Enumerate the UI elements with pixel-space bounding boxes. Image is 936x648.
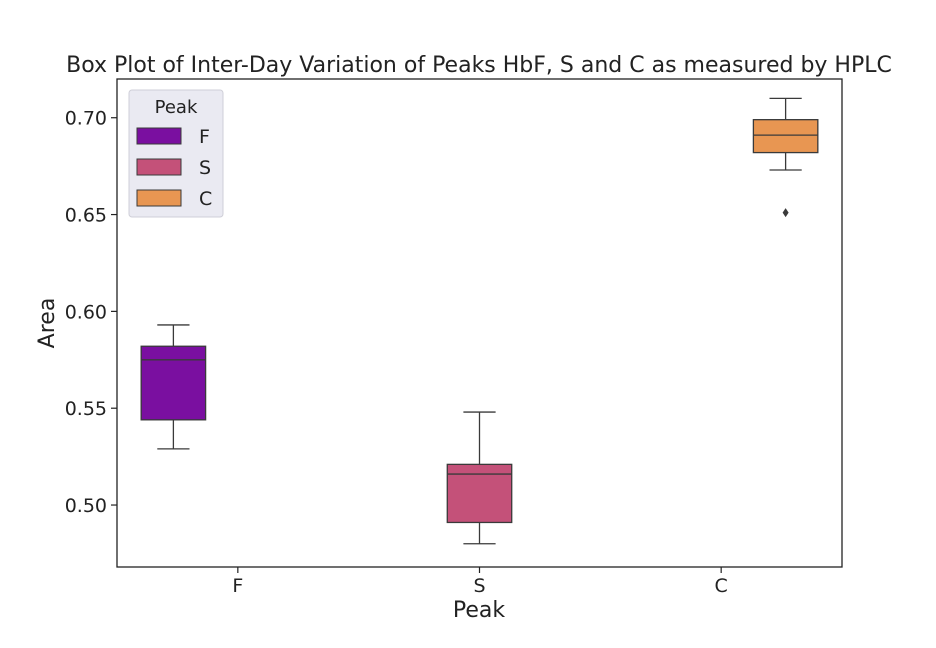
y-tick-label: 0.50 [65,495,107,517]
y-tick-label: 0.70 [65,108,107,130]
x-tick-label: S [473,575,485,597]
chart-title: Box Plot of Inter-Day Variation of Peaks… [66,53,892,78]
legend-label-c: C [199,188,212,210]
x-axis-label: Peak [453,598,505,623]
box-iqr [140,345,207,421]
y-axis-label: Area [35,298,60,349]
outlier-point [782,208,789,218]
legend-items: FSC [136,126,212,210]
legend: Peak FSC [128,89,224,218]
box-iqr [752,119,819,154]
legend-frame [128,89,224,218]
legend-swatch-c [136,189,182,207]
box-c [752,97,819,218]
y-tick-label: 0.65 [65,205,107,227]
box-iqr [446,463,513,524]
x-tick-label: F [232,575,243,597]
legend-title: Peak [155,97,198,118]
legend-swatch-s [136,158,182,176]
box-f [140,324,207,450]
y-tick-label: 0.55 [65,398,107,420]
legend-label-f: F [199,126,210,148]
x-tick-label: C [715,575,728,597]
box-s [446,411,513,545]
legend-label-s: S [199,157,211,179]
y-tick-label: 0.60 [65,301,107,323]
y-axis: 0.50 0.55 0.60 0.65 0.70 [65,108,117,517]
legend-swatch-f [136,127,182,145]
boxes [140,97,819,545]
